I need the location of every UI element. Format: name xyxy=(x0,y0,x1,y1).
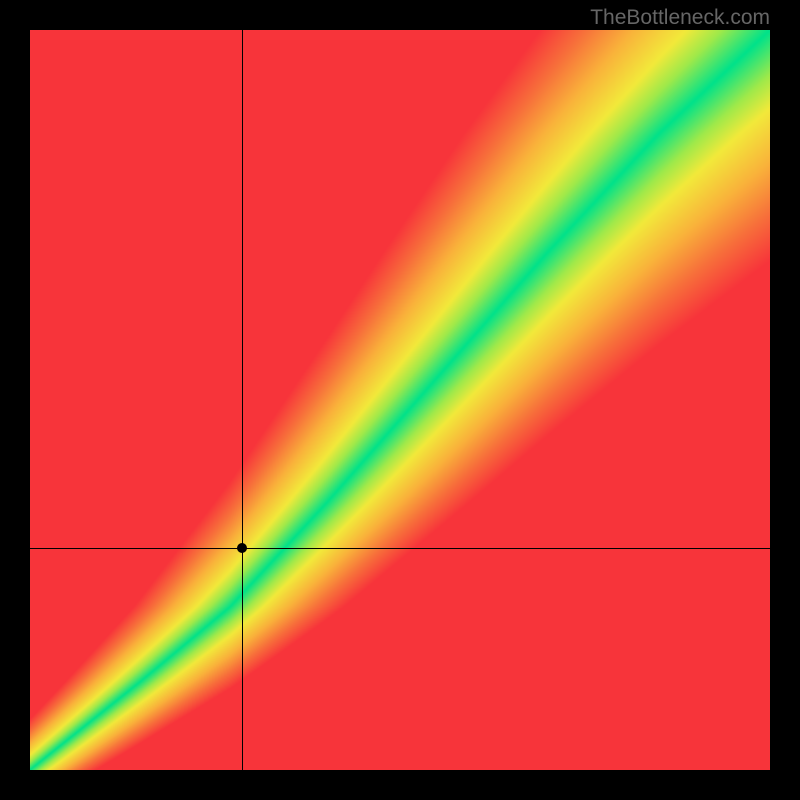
watermark-text: TheBottleneck.com xyxy=(590,6,770,30)
crosshair-vertical xyxy=(242,30,243,770)
marker-dot xyxy=(237,543,247,553)
crosshair-horizontal xyxy=(30,548,770,549)
heatmap-plot xyxy=(30,30,770,770)
heatmap-canvas xyxy=(30,30,770,770)
